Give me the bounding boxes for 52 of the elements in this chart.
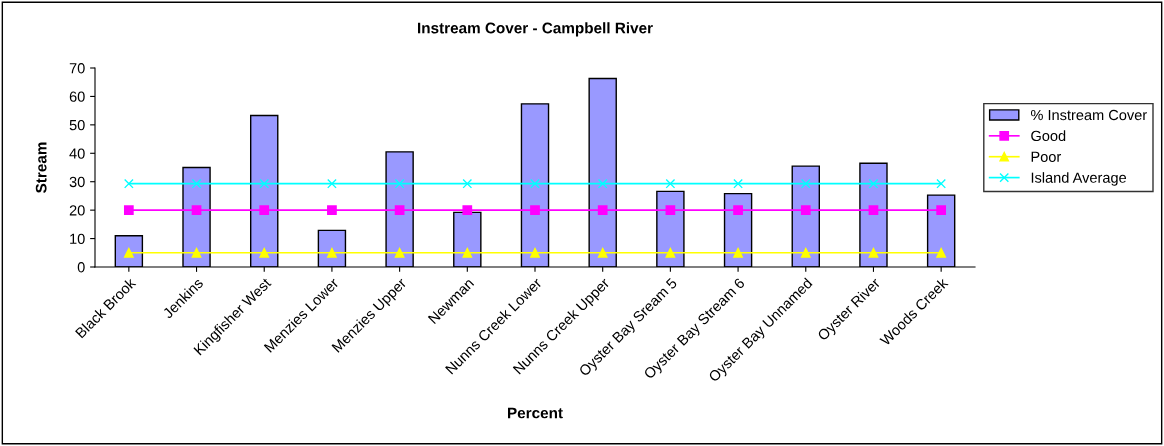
point	[733, 178, 743, 189]
point	[191, 178, 202, 189]
point	[868, 178, 879, 189]
point	[462, 247, 473, 258]
point	[259, 178, 270, 189]
legend-label: Good	[1031, 130, 1066, 142]
legend-label: Island Average	[1031, 172, 1127, 186]
point	[800, 205, 811, 216]
y-tick-label: 50	[69, 119, 85, 131]
point	[394, 247, 405, 258]
point	[800, 178, 811, 189]
point	[936, 178, 947, 189]
y-tick-label: 40	[69, 148, 85, 159]
point	[665, 178, 676, 189]
point	[259, 205, 270, 216]
x-axis-title: Percent	[508, 407, 563, 419]
point	[394, 178, 405, 189]
point	[530, 247, 540, 258]
point	[868, 205, 879, 216]
point	[665, 247, 676, 258]
point	[191, 247, 202, 258]
point	[462, 178, 473, 189]
point	[733, 247, 743, 258]
point	[665, 205, 676, 216]
point	[530, 178, 540, 189]
point	[259, 247, 270, 258]
point	[123, 205, 134, 216]
point	[733, 205, 743, 216]
y-tick-label: 30	[69, 176, 85, 188]
legend-label: Poor	[1031, 151, 1062, 162]
point	[597, 205, 608, 216]
y-tick-label: 60	[69, 91, 85, 102]
point	[936, 205, 947, 216]
point	[597, 178, 608, 189]
y-tick-label: 70	[69, 63, 85, 74]
point	[936, 247, 947, 258]
point	[394, 205, 405, 216]
point	[597, 247, 608, 258]
point	[462, 205, 473, 216]
y-axis-title: Stream	[35, 142, 47, 193]
y-tick-label: 20	[69, 205, 85, 216]
y-tick-label: 10	[70, 233, 85, 244]
point	[191, 205, 202, 216]
chart-title: Instream Cover - Campbell River	[418, 22, 653, 37]
point	[800, 247, 811, 258]
point	[327, 178, 337, 189]
point	[123, 178, 134, 189]
y-tick-label: 0	[77, 262, 85, 273]
point	[868, 247, 879, 258]
point	[327, 205, 337, 216]
legend-label: % Instream Cover	[1030, 109, 1147, 121]
point	[530, 205, 540, 216]
